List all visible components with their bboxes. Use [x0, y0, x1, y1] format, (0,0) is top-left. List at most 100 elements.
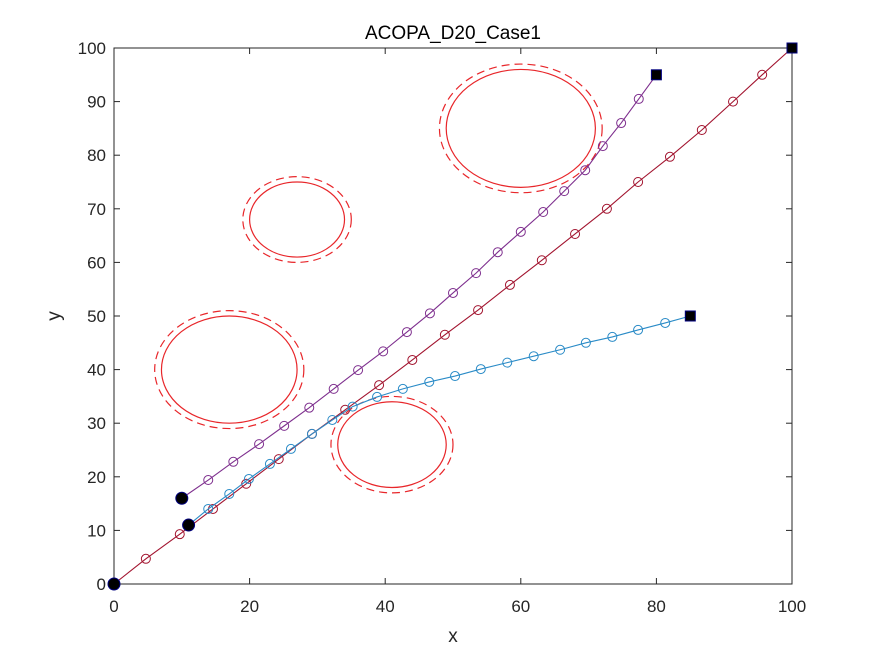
path-cyan [188, 315, 691, 526]
path-red-waypoint [174, 529, 185, 540]
path-purple-waypoint [304, 402, 315, 413]
path-purple-start-point [175, 491, 189, 505]
path-cyan-waypoint [306, 428, 317, 439]
path-purple-waypoint [471, 268, 482, 279]
path-cyan-waypoint [285, 443, 296, 454]
path-red-waypoint [140, 553, 151, 564]
path-cyan-waypoint [424, 376, 435, 387]
obstacle-2-safety-boundary [242, 176, 352, 264]
path-red-waypoint [504, 279, 515, 290]
path-red-start-point [107, 577, 121, 591]
path-red-waypoint [570, 228, 581, 239]
paths [113, 47, 793, 585]
path-red-waypoint [473, 305, 484, 316]
path-cyan-waypoint [347, 401, 358, 412]
x-tick-label: 80 [647, 597, 666, 616]
y-tick-label: 80 [87, 146, 106, 165]
path-red-waypoint [601, 203, 612, 214]
path-red-waypoint [407, 354, 418, 365]
y-tick-label: 0 [97, 575, 106, 594]
path-red-waypoint [374, 380, 385, 391]
path-red-waypoint [728, 96, 739, 107]
path-purple-goal-point [650, 69, 662, 81]
path-cyan-goal-point [684, 310, 696, 322]
obstacle-3 [160, 315, 298, 424]
y-tick-label: 20 [87, 468, 106, 487]
path-purple-waypoint [616, 118, 627, 129]
path-cyan-waypoint [264, 458, 275, 469]
path-purple-waypoint [559, 186, 570, 197]
path-cyan-waypoint [660, 317, 671, 328]
x-axis-ticks: 0 20 40 60 80 100 [109, 48, 806, 616]
path-red-waypoint [757, 69, 768, 80]
path-cyan-waypoint [203, 503, 214, 514]
y-tick-label: 60 [87, 253, 106, 272]
path-cyan-waypoint [450, 371, 461, 382]
path-cyan-start-point [182, 518, 196, 532]
path-purple-waypoint [633, 93, 644, 104]
path-cyan-waypoint [243, 473, 254, 484]
path-purple-line [181, 74, 657, 499]
obstacles [154, 63, 603, 494]
path-purple [181, 74, 657, 499]
y-tick-label: 100 [78, 39, 106, 58]
obstacle-1-safety-boundary [438, 63, 603, 194]
path-red-waypoint [273, 454, 284, 465]
path-purple-waypoint [580, 165, 591, 176]
path-purple-waypoint [424, 308, 435, 319]
path-cyan-waypoint [327, 414, 338, 425]
path-purple-waypoint [378, 346, 389, 357]
path-purple-waypoint [448, 287, 458, 298]
path-red-waypoint [536, 255, 547, 266]
path-purple-waypoint [254, 439, 265, 450]
path-cyan-waypoint [397, 383, 408, 394]
path-purple-waypoint [401, 327, 412, 338]
path-cyan-line [188, 315, 691, 526]
path-red-waypoint [664, 151, 675, 162]
path-cyan-waypoint [528, 351, 539, 362]
obstacle-4-safety-boundary [330, 395, 454, 494]
obstacle-2 [249, 181, 346, 258]
y-tick-label: 10 [87, 521, 106, 540]
path-red-goal-point [786, 42, 798, 54]
y-axis-ticks: 0 10 20 30 40 50 60 70 80 90 100 [78, 39, 792, 594]
endpoints [107, 42, 798, 591]
x-tick-label: 100 [778, 597, 806, 616]
path-purple-waypoint [353, 365, 364, 376]
obstacle-4 [337, 401, 447, 489]
x-tick-label: 20 [240, 597, 259, 616]
path-purple-waypoint [492, 247, 503, 258]
path-cyan-waypoint [580, 337, 591, 348]
path-purple-waypoint [279, 420, 290, 431]
path-cyan-waypoint [224, 488, 235, 499]
path-red-waypoint [633, 177, 644, 187]
y-tick-label: 40 [87, 361, 106, 380]
y-tick-label: 30 [87, 414, 106, 433]
obstacle-1 [445, 68, 596, 188]
path-cyan-waypoint [475, 364, 486, 375]
path-purple-waypoint [538, 207, 549, 218]
path-cyan-waypoint [372, 391, 383, 402]
path-purple-waypoint [203, 475, 214, 486]
x-tick-label: 40 [376, 597, 395, 616]
path-red-waypoint [439, 329, 450, 340]
chart-title: ACOPA_D20_Case1 [365, 23, 541, 44]
y-tick-label: 90 [87, 93, 106, 112]
path-cyan-waypoint [502, 357, 513, 368]
path-purple-waypoint [328, 383, 339, 394]
x-axis-label: x [448, 626, 458, 647]
y-tick-label: 70 [87, 200, 106, 219]
obstacle-3-safety-boundary [154, 310, 305, 430]
path-purple-waypoint [228, 456, 239, 467]
path-cyan-waypoint [607, 331, 618, 342]
path-cyan-waypoint [633, 324, 644, 335]
path-purple-waypoint [515, 226, 526, 237]
x-tick-label: 60 [511, 597, 530, 616]
path-red-line [113, 47, 793, 585]
path-purple-waypoint [597, 141, 608, 152]
path-cyan-waypoint [555, 344, 566, 355]
x-tick-label: 0 [109, 597, 118, 616]
path-red-waypoint [696, 125, 707, 136]
y-axis-label: y [44, 311, 65, 321]
